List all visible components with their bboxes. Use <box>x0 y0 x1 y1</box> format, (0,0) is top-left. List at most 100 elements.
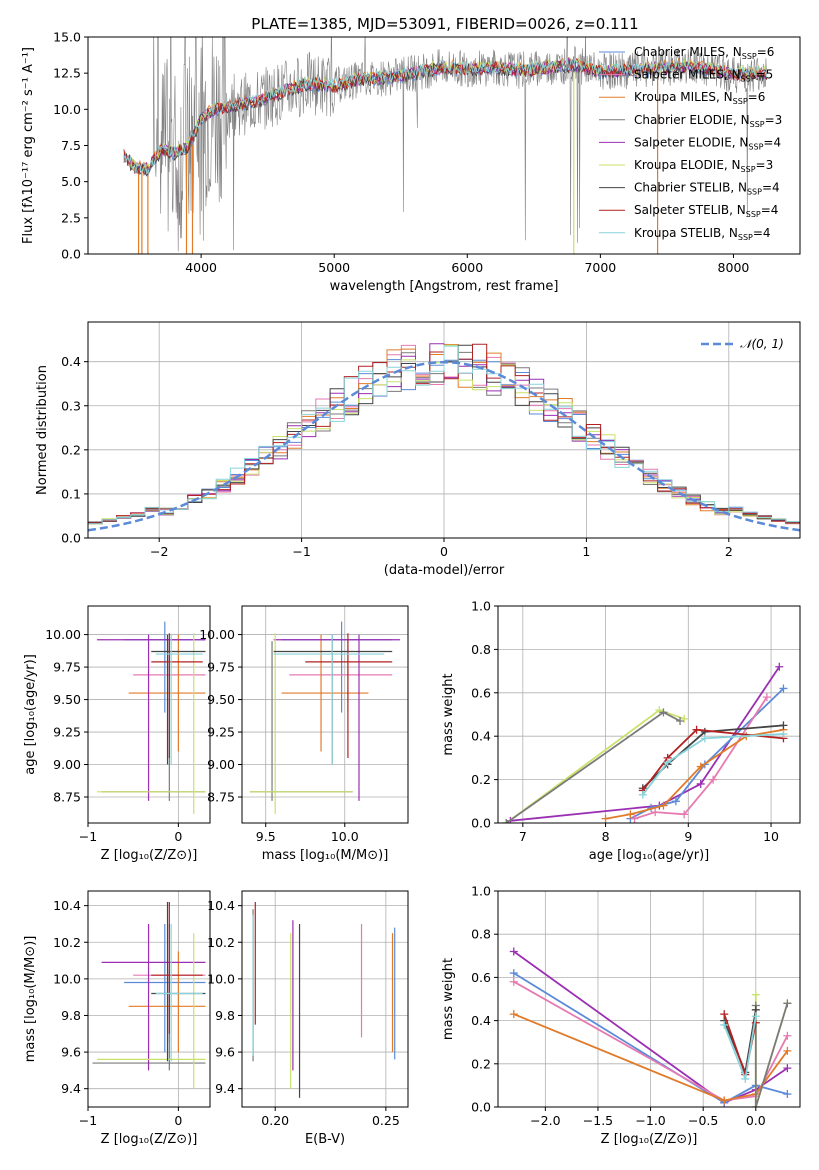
y-tick-label: 0.0 <box>61 247 81 262</box>
spectrum-marks <box>123 37 768 254</box>
weight-marker <box>720 1010 729 1019</box>
y-tick-label: 9.75 <box>53 660 81 675</box>
x-tick-label: 2 <box>725 544 733 559</box>
age_vs_Z-marks <box>97 621 206 814</box>
y-tick-label: 10.00 <box>45 627 81 642</box>
y-tick-label: 10.2 <box>207 935 235 950</box>
weight-marker <box>751 1012 760 1021</box>
figure-title: PLATE=1385, MJD=53091, FIBERID=0026, z=0… <box>251 15 638 33</box>
weight-marker <box>696 779 705 788</box>
y-tick-label: 0.3 <box>61 398 81 413</box>
weight_vs_age-marks <box>502 662 788 823</box>
weight-marker <box>509 1010 518 1019</box>
mass_vs_Z-panel: −1 0 9.4 9.6 9.8 10.0 10.2 10.4 Z [log₁₀(Z/Z⊙)] m… <box>23 890 211 1147</box>
weight-marker <box>783 1031 792 1040</box>
y-tick-label: 1.0 <box>471 884 491 899</box>
weight-marker <box>751 990 760 999</box>
x-tick-label: 7000 <box>584 260 616 275</box>
y-tick-label: 9.25 <box>53 725 81 740</box>
y-tick-label: 9.4 <box>61 1081 81 1096</box>
model-line <box>123 58 767 175</box>
weight-marker <box>680 810 689 819</box>
x-tick-label: 8 <box>602 829 610 844</box>
x-tick-label: 1 <box>582 544 590 559</box>
y-tick-label: 10.2 <box>53 935 81 950</box>
x-axis-label: Z [log₁₀(Z/Z⊙)] <box>101 848 198 863</box>
weight-marker <box>659 801 668 810</box>
mass_vs_ebv-panel: 0.20 0.25 9.4 9.6 9.8 10.0 10.2 10.4 E(B-V) <box>207 890 409 1147</box>
legend-entry: Salpeter MILES, NSSP=5 <box>634 68 773 84</box>
x-tick-label: 5000 <box>318 260 350 275</box>
weight_vs_Z-panel: −2.0 −1.5 −1.0 −0.5 0.0 0.0 0.2 0.4 0.6 0.8 1.0 Z [… <box>441 884 801 1147</box>
weight-line <box>642 724 784 789</box>
legend-entry: Kroupa STELIB, NSSP=4 <box>634 226 771 242</box>
y-tick-label: 9.6 <box>61 1045 81 1060</box>
y-tick-label: 7.5 <box>61 138 81 153</box>
legend-entry: Salpeter STELIB, NSSP=4 <box>634 203 778 219</box>
weight_vs_Z-marks <box>509 947 792 1107</box>
mass_vs_Z-marks <box>92 901 206 1089</box>
weight-line <box>513 950 788 1104</box>
weight-marker <box>680 714 689 723</box>
y-axis-label: Flux [fλ10⁻¹⁷ erg cm⁻² s⁻¹ A⁻¹] <box>21 47 36 244</box>
x-tick-label: 0.25 <box>372 1113 400 1128</box>
y-tick-label: 9.00 <box>207 757 235 772</box>
weight-line <box>642 728 784 792</box>
x-tick-label: −1.0 <box>635 1113 665 1128</box>
weight-marker <box>775 662 784 671</box>
weight-line <box>513 980 789 1102</box>
y-tick-label: 0.8 <box>471 927 491 942</box>
y-tick-label: 10.0 <box>207 971 235 986</box>
y-tick-label: 0.2 <box>471 772 491 787</box>
age_vs_mass-axes: 9.5 10.0 8.75 9.00 9.25 9.50 9.75 10.00 mass [lo… <box>199 605 409 863</box>
x-tick-label: 0.20 <box>261 1113 289 1128</box>
y-tick-label: 9.75 <box>207 660 235 675</box>
residuals-axes: 𝒩(0, 1) −2 −1 0 1 2 0.0 0.1 0.2 0.3 0.4 (data-model… <box>35 321 801 578</box>
weight-marker <box>601 814 610 823</box>
normal-curve <box>88 360 800 532</box>
x-axis-label: age [log₁₀(age/yr)] <box>589 848 710 863</box>
y-tick-label: 0.6 <box>471 685 491 700</box>
weight-marker <box>659 708 668 717</box>
y-tick-label: 10.00 <box>199 627 235 642</box>
x-tick-label: 9.5 <box>256 829 276 844</box>
y-axis-label: mass [log₁₀(M/M⊙)] <box>23 936 38 1063</box>
weight-marker <box>779 730 788 739</box>
legend-entry: Kroupa MILES, NSSP=6 <box>634 90 765 106</box>
weight-marker <box>509 977 518 986</box>
y-tick-label: 9.50 <box>207 692 235 707</box>
legend-entry: Chabrier MILES, NSSP=6 <box>634 45 774 61</box>
y-tick-label: 9.4 <box>215 1081 235 1096</box>
weight-marker <box>751 1103 760 1107</box>
x-tick-label: 10 <box>763 829 779 844</box>
axes-frame <box>497 605 801 824</box>
age_vs_mass-panel: 9.5 10.0 8.75 9.00 9.25 9.50 9.75 10.00 mass [lo… <box>199 605 409 863</box>
x-tick-label: −1 <box>79 829 97 844</box>
y-tick-label: 0.0 <box>471 1100 491 1115</box>
model-line <box>123 57 767 172</box>
weight-line <box>605 728 784 820</box>
y-tick-label: 15.0 <box>53 30 81 45</box>
legend-entry: Chabrier STELIB, NSSP=4 <box>634 181 780 197</box>
weight-marker <box>741 1074 750 1083</box>
y-tick-label: 9.8 <box>61 1008 81 1023</box>
y-tick-label: 0.2 <box>471 1056 491 1071</box>
mass_vs_ebv-marks <box>252 901 396 1098</box>
weight-line <box>510 666 781 822</box>
y-tick-label: 5.0 <box>61 174 81 189</box>
weight-marker <box>779 684 788 693</box>
weight-marker <box>779 721 788 730</box>
y-tick-label: 10.0 <box>53 971 81 986</box>
x-tick-label: 0.0 <box>746 1113 766 1128</box>
weight-marker <box>638 790 647 799</box>
weight-marker <box>671 797 680 806</box>
y-tick-label: 8.75 <box>207 790 235 805</box>
age_vs_Z-axes: −1 0 8.75 9.00 9.25 9.50 9.75 10.00 Z [log₁₀(Z/Z… <box>23 605 211 863</box>
y-tick-label: 0.0 <box>471 816 491 831</box>
x-tick-label: 4000 <box>185 260 217 275</box>
weight-marker <box>720 1020 729 1029</box>
axes-frame <box>87 890 211 1108</box>
x-axis-label: (data-model)/error <box>384 563 505 578</box>
weight-line <box>513 972 788 1104</box>
